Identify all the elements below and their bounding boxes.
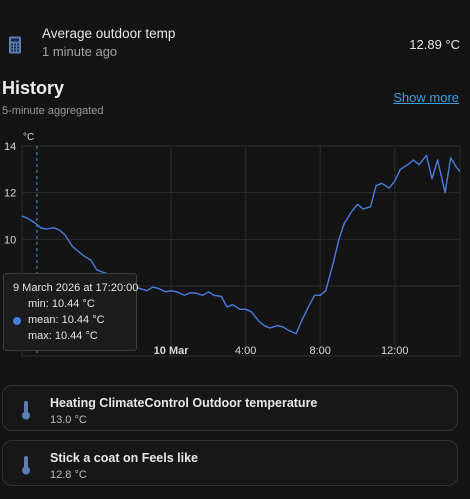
related-entity-title: Stick a coat on Feels like bbox=[50, 451, 198, 465]
x-tick-label: 4:00 bbox=[235, 345, 256, 357]
tooltip-series-dot bbox=[13, 317, 21, 325]
y-tick-label: 14 bbox=[4, 141, 16, 153]
entity-state: 12.89 °C bbox=[409, 37, 460, 52]
calculator-icon bbox=[9, 36, 21, 54]
related-entity-value: 12.8 °C bbox=[50, 469, 87, 481]
related-entity-card[interactable]: Stick a coat on Feels like 12.8 °C bbox=[2, 440, 458, 486]
x-tick-label: 12:00 bbox=[381, 345, 409, 357]
show-more-link[interactable]: Show more bbox=[393, 90, 459, 105]
entity-last-updated: 1 minute ago bbox=[42, 44, 118, 59]
thermometer-icon bbox=[22, 401, 30, 420]
related-entity-value: 13.0 °C bbox=[50, 414, 87, 426]
history-title: History bbox=[2, 78, 65, 98]
tooltip-max: max: 10.44 °C bbox=[28, 330, 98, 342]
related-entity-title: Heating ClimateControl Outdoor temperatu… bbox=[50, 396, 318, 410]
related-entity-card[interactable]: Heating ClimateControl Outdoor temperatu… bbox=[2, 385, 458, 431]
thermometer-icon bbox=[22, 456, 30, 475]
entity-header: Average outdoor temp 1 minute ago 12.89 … bbox=[0, 20, 470, 70]
y-axis-unit: °C bbox=[23, 132, 34, 143]
chart-tooltip: 9 March 2026 at 17:20:00 min: 10.44 °C m… bbox=[3, 273, 139, 351]
tooltip-mean: mean: 10.44 °C bbox=[28, 314, 105, 326]
x-tick-label: 8:00 bbox=[310, 345, 331, 357]
history-subtitle: 5-minute aggregated bbox=[2, 105, 104, 117]
tooltip-timestamp: 9 March 2026 at 17:20:00 bbox=[13, 282, 139, 294]
entity-name: Average outdoor temp bbox=[42, 26, 176, 41]
x-tick-label: 10 Mar bbox=[154, 345, 190, 357]
tooltip-min: min: 10.44 °C bbox=[28, 298, 95, 310]
temperature-series-line bbox=[21, 154, 461, 335]
y-tick-label: 10 bbox=[4, 234, 16, 246]
y-tick-label: 12 bbox=[4, 188, 16, 200]
